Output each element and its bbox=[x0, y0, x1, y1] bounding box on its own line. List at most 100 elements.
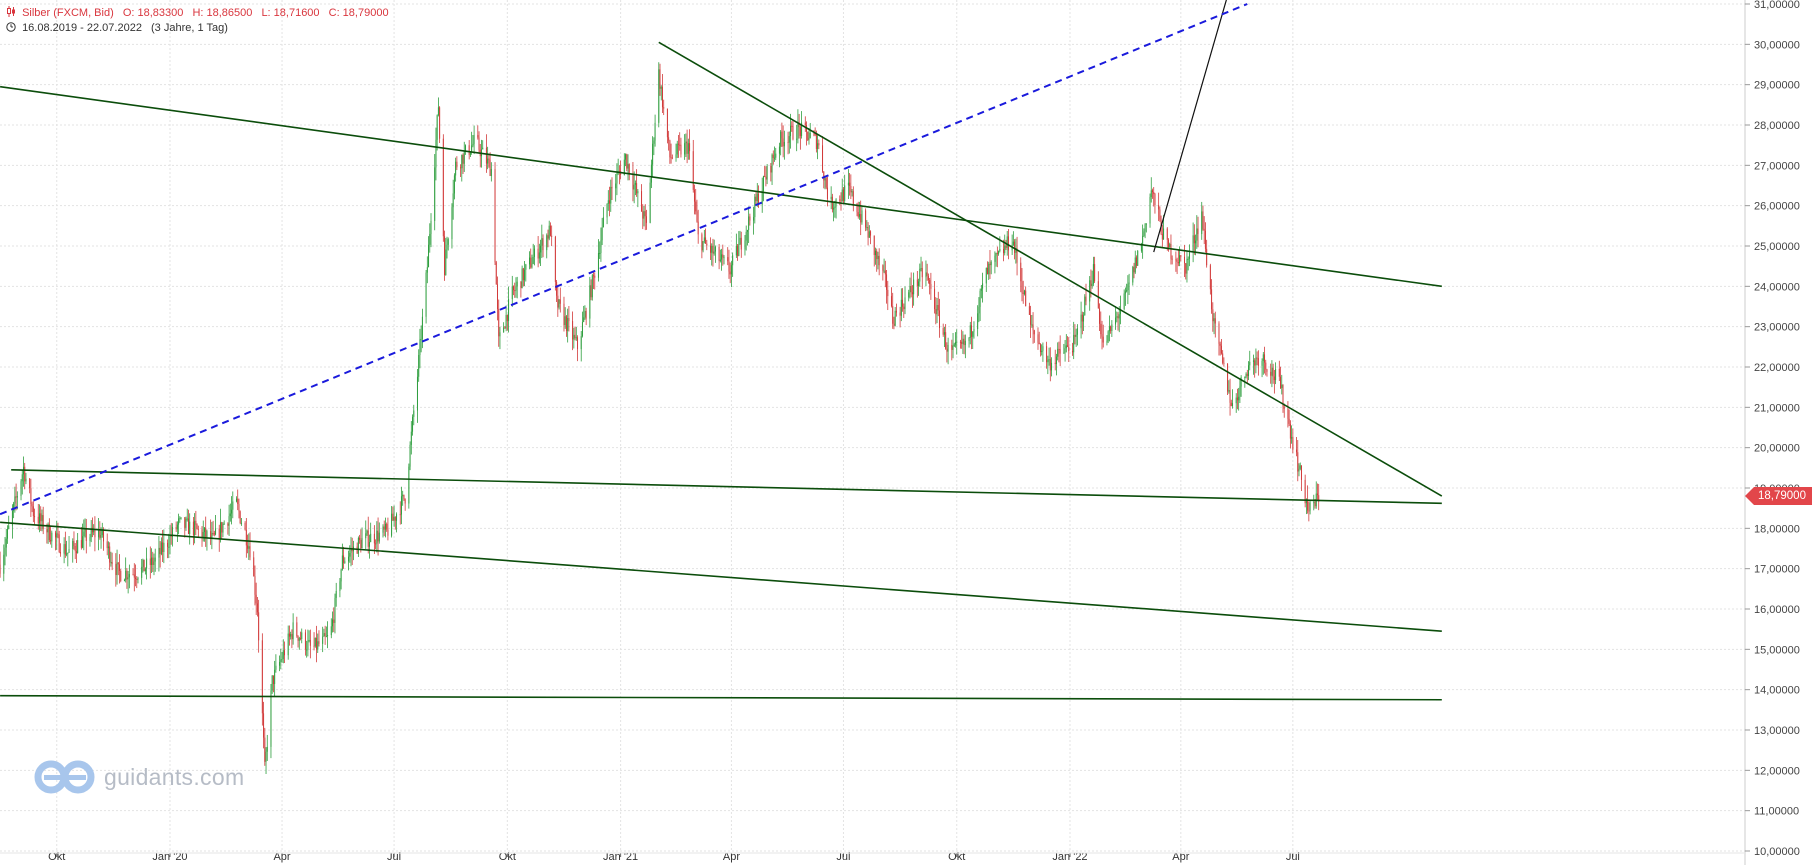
candle bbox=[925, 260, 927, 287]
candle bbox=[669, 139, 671, 164]
candle bbox=[126, 567, 128, 589]
candle bbox=[1128, 273, 1130, 295]
candle bbox=[643, 205, 645, 227]
y-tick-label: 29,00000 bbox=[1754, 80, 1800, 92]
candle bbox=[867, 222, 869, 246]
candle bbox=[1041, 344, 1043, 356]
candle bbox=[179, 516, 181, 523]
candle bbox=[167, 539, 169, 559]
candle bbox=[400, 486, 402, 525]
trendline bbox=[11, 469, 1442, 505]
candle bbox=[1283, 403, 1285, 418]
candle bbox=[745, 225, 747, 251]
candle bbox=[85, 518, 87, 554]
candle bbox=[1075, 328, 1077, 347]
y-tick-label: 17,00000 bbox=[1754, 564, 1800, 576]
candle bbox=[610, 179, 612, 212]
candle bbox=[945, 324, 947, 350]
candle bbox=[1167, 238, 1169, 252]
candle bbox=[1222, 350, 1224, 365]
candle bbox=[68, 535, 70, 554]
candle bbox=[409, 441, 411, 471]
candle bbox=[1229, 378, 1231, 416]
candle bbox=[782, 125, 784, 158]
candle bbox=[788, 131, 790, 154]
candle bbox=[556, 280, 558, 303]
candle bbox=[996, 246, 998, 268]
candle bbox=[865, 208, 867, 232]
candle bbox=[1177, 250, 1179, 267]
candle bbox=[645, 209, 647, 230]
candle bbox=[1218, 321, 1220, 356]
candle bbox=[703, 229, 705, 244]
candle bbox=[445, 237, 447, 276]
candle bbox=[684, 134, 686, 160]
candle bbox=[538, 243, 540, 264]
candle bbox=[676, 140, 678, 159]
candle bbox=[537, 236, 539, 268]
y-tick-label: 13,00000 bbox=[1754, 725, 1800, 737]
candle bbox=[951, 339, 953, 361]
candle bbox=[291, 629, 293, 649]
candle bbox=[153, 553, 155, 576]
candle bbox=[1271, 360, 1273, 388]
instrument-header: Silber (FXCM, Bid) O: 18,83300 H: 18,865… bbox=[6, 6, 395, 19]
candle bbox=[20, 479, 22, 501]
candle bbox=[41, 509, 43, 532]
x-tick-label: Okt bbox=[48, 851, 65, 863]
candle bbox=[516, 276, 518, 299]
candle bbox=[1025, 286, 1027, 307]
candle bbox=[24, 462, 26, 490]
candle bbox=[472, 134, 474, 148]
candle bbox=[40, 506, 42, 531]
candle bbox=[728, 249, 730, 279]
candle bbox=[654, 114, 656, 147]
candle bbox=[143, 559, 145, 572]
candle bbox=[489, 152, 491, 177]
candle bbox=[1042, 342, 1044, 362]
candle bbox=[32, 501, 34, 523]
candle bbox=[900, 288, 902, 322]
candle bbox=[447, 237, 449, 251]
candle bbox=[1232, 389, 1234, 409]
candle bbox=[868, 225, 870, 238]
candle bbox=[451, 203, 453, 249]
candle bbox=[223, 520, 225, 525]
candle bbox=[1296, 437, 1298, 457]
y-tick-label: 31,00000 bbox=[1754, 0, 1800, 11]
candle bbox=[877, 251, 879, 270]
candle bbox=[1145, 223, 1147, 233]
candle bbox=[30, 478, 32, 517]
candle bbox=[697, 209, 699, 244]
candle bbox=[1158, 192, 1160, 222]
candle bbox=[1151, 188, 1153, 199]
candle bbox=[370, 522, 372, 543]
candle bbox=[892, 292, 894, 329]
candle bbox=[895, 303, 897, 317]
candle bbox=[1240, 375, 1242, 397]
candlestick-icon bbox=[7, 6, 15, 17]
candle bbox=[761, 177, 763, 213]
candle bbox=[1142, 224, 1144, 259]
candle bbox=[1291, 425, 1293, 444]
candle bbox=[525, 263, 527, 282]
candle bbox=[1239, 378, 1241, 404]
candle bbox=[1118, 306, 1120, 333]
candle bbox=[1091, 270, 1093, 289]
candle bbox=[1159, 206, 1161, 222]
candle bbox=[781, 122, 783, 147]
candle bbox=[435, 127, 437, 181]
candle bbox=[1265, 359, 1267, 376]
candle bbox=[361, 527, 363, 549]
candle bbox=[222, 522, 224, 538]
candle bbox=[494, 162, 496, 265]
candle bbox=[1161, 224, 1163, 247]
candle bbox=[873, 235, 875, 267]
candle bbox=[1308, 501, 1310, 522]
candle bbox=[111, 552, 113, 571]
candle bbox=[930, 272, 932, 300]
candle bbox=[67, 552, 69, 567]
candle bbox=[333, 607, 335, 633]
candle bbox=[971, 316, 973, 350]
